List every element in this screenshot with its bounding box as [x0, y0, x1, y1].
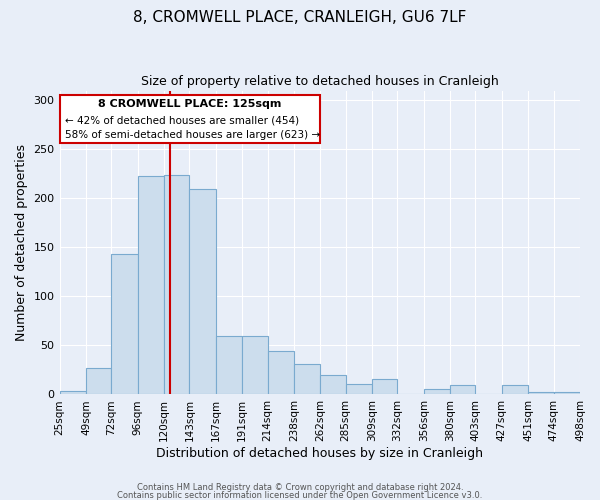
Bar — [320, 375, 346, 394]
Bar — [190, 188, 216, 394]
Bar — [424, 388, 450, 394]
Bar — [86, 368, 111, 394]
Bar — [137, 176, 164, 394]
Bar — [372, 379, 397, 394]
Bar — [502, 384, 528, 394]
Bar — [242, 336, 268, 394]
FancyBboxPatch shape — [59, 96, 320, 142]
Bar — [554, 392, 580, 394]
Bar — [164, 175, 190, 394]
Bar — [111, 254, 137, 394]
Bar — [346, 384, 372, 394]
X-axis label: Distribution of detached houses by size in Cranleigh: Distribution of detached houses by size … — [156, 447, 483, 460]
Text: 58% of semi-detached houses are larger (623) →: 58% of semi-detached houses are larger (… — [65, 130, 320, 140]
Bar — [268, 352, 294, 395]
Bar — [216, 336, 242, 394]
Text: Contains public sector information licensed under the Open Government Licence v3: Contains public sector information licen… — [118, 490, 482, 500]
Y-axis label: Number of detached properties: Number of detached properties — [15, 144, 28, 341]
Text: 8 CROMWELL PLACE: 125sqm: 8 CROMWELL PLACE: 125sqm — [98, 100, 281, 110]
Bar — [528, 392, 554, 394]
Bar — [59, 390, 86, 394]
Text: Contains HM Land Registry data © Crown copyright and database right 2024.: Contains HM Land Registry data © Crown c… — [137, 484, 463, 492]
Title: Size of property relative to detached houses in Cranleigh: Size of property relative to detached ho… — [141, 75, 499, 88]
Bar — [450, 384, 475, 394]
Bar — [294, 364, 320, 394]
Text: 8, CROMWELL PLACE, CRANLEIGH, GU6 7LF: 8, CROMWELL PLACE, CRANLEIGH, GU6 7LF — [133, 10, 467, 25]
Text: ← 42% of detached houses are smaller (454): ← 42% of detached houses are smaller (45… — [65, 115, 299, 125]
